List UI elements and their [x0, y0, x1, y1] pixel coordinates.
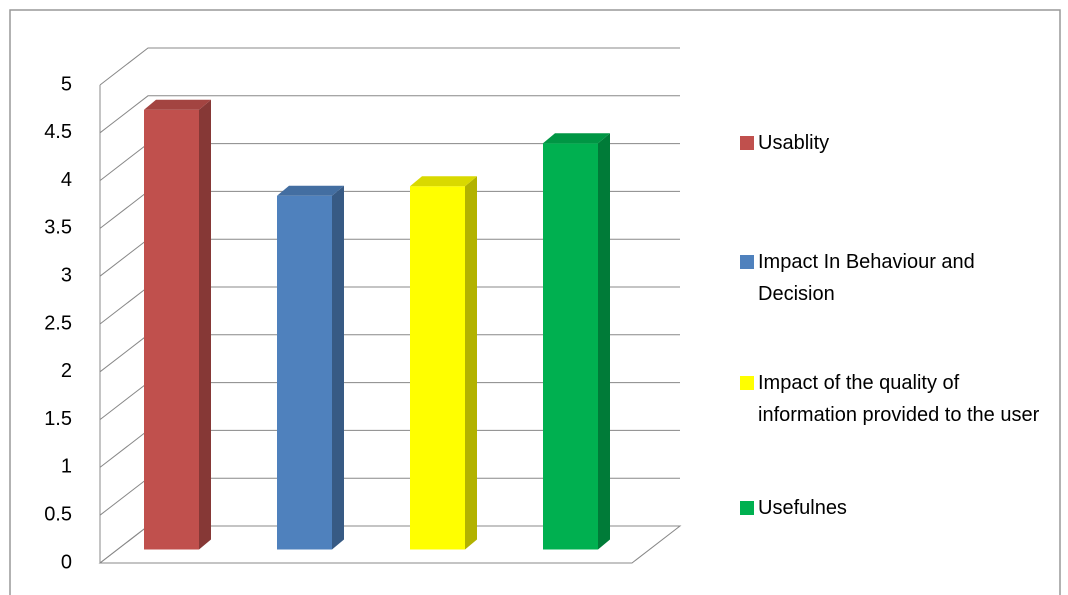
legend-label: Usablity	[758, 132, 830, 154]
y-tick-label: 4	[61, 169, 72, 191]
bar-top	[543, 133, 610, 144]
y-tick-label: 3.5	[44, 217, 72, 239]
y-tick-label: 4.5	[44, 121, 72, 143]
bar-top	[277, 185, 344, 196]
legend-item: Usefulnes	[740, 492, 1040, 524]
y-tick-label: 0	[61, 551, 72, 573]
y-tick-label: 3	[61, 264, 72, 286]
legend-item: Usablity	[740, 127, 1040, 159]
y-tick-label: 0.5	[44, 503, 72, 525]
bar-top	[410, 176, 477, 187]
y-tick-label: 2.5	[44, 312, 72, 334]
bar	[410, 186, 465, 550]
y-tick-label: 5	[61, 73, 72, 95]
legend-swatch	[740, 136, 754, 150]
bar-side	[465, 176, 477, 550]
legend-label: Usefulnes	[758, 497, 847, 519]
bar	[543, 143, 598, 550]
y-tick-label: 1	[61, 456, 72, 478]
y-tick-label: 1.5	[44, 408, 72, 430]
legend-label: Impact In Behaviour and Decision	[758, 251, 975, 305]
legend-label: Impact of the quality of information pro…	[758, 372, 1040, 426]
legend-item: Impact In Behaviour and Decision	[740, 246, 1040, 310]
bar-side	[332, 185, 344, 550]
frame	[9, 9, 1061, 595]
y-tick-label: 2	[61, 360, 72, 382]
bar-top	[144, 99, 211, 110]
legend-swatch	[740, 501, 754, 515]
legend-swatch	[740, 376, 754, 390]
legend-swatch	[740, 255, 754, 269]
bar-side	[598, 133, 610, 550]
grid-line	[99, 95, 680, 134]
legend-item: Impact of the quality of information pro…	[740, 367, 1040, 431]
bar-side	[199, 99, 211, 550]
bar	[144, 109, 199, 550]
bar	[277, 195, 332, 550]
grid-line	[99, 47, 680, 86]
